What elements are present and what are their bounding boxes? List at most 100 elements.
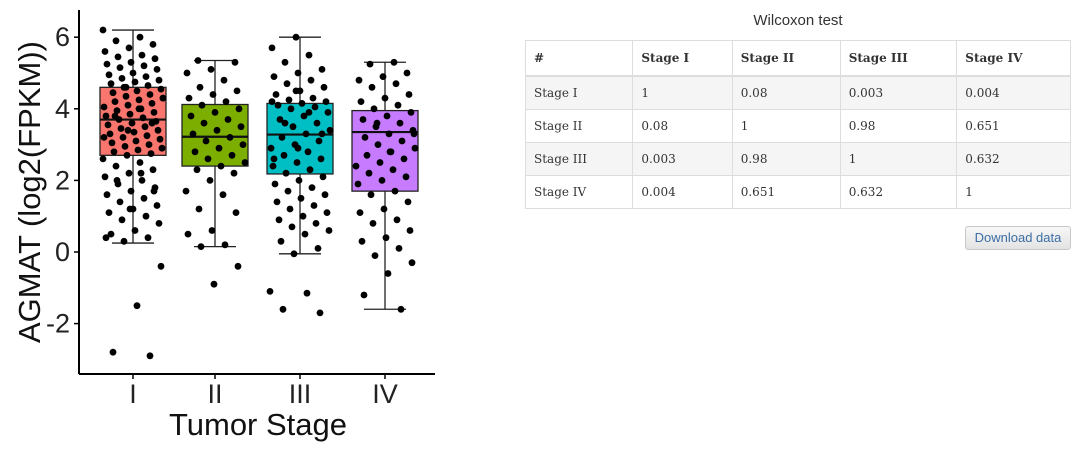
data-point	[221, 241, 229, 249]
data-point	[274, 101, 282, 109]
data-point	[113, 107, 121, 114]
data-point	[313, 119, 321, 127]
table-cell: Stage IV	[524, 175, 634, 209]
table-cell: 0.08	[731, 75, 841, 110]
data-point	[211, 109, 219, 116]
data-point	[157, 85, 165, 93]
download-data-button[interactable]: Download data	[965, 226, 1071, 250]
data-point	[402, 173, 410, 181]
data-point	[136, 33, 144, 41]
data-point	[396, 119, 404, 127]
data-point	[141, 123, 149, 131]
table-cell: 0.004	[632, 175, 733, 209]
data-point	[316, 309, 324, 317]
data-point	[270, 155, 278, 163]
y-axis-title: AGMAT (log2(FPKM))	[12, 41, 47, 343]
data-point	[133, 87, 141, 95]
table-row: Stage IV 0.004 0.651 0.632 1	[524, 175, 1071, 209]
y-tick-label: 2	[55, 165, 70, 195]
data-point	[398, 137, 406, 145]
data-point	[132, 137, 140, 145]
data-point	[400, 155, 408, 163]
data-point	[380, 205, 388, 213]
data-point	[155, 220, 163, 227]
data-point	[155, 76, 163, 84]
data-point	[315, 137, 323, 145]
data-point	[189, 130, 197, 138]
data-point	[99, 155, 107, 163]
data-point	[126, 110, 134, 118]
data-point	[382, 234, 390, 242]
y-tick-label: -2	[46, 309, 70, 339]
data-point	[273, 198, 281, 206]
data-point	[282, 169, 290, 177]
data-point	[304, 148, 312, 156]
data-point	[307, 76, 315, 84]
data-point	[101, 48, 109, 55]
data-point	[150, 187, 158, 195]
data-point	[381, 94, 389, 102]
data-point	[220, 76, 228, 84]
data-point	[376, 159, 384, 166]
data-point	[403, 69, 411, 77]
data-point	[196, 83, 204, 91]
data-point	[140, 62, 148, 70]
data-point	[118, 75, 126, 82]
data-point	[373, 119, 381, 127]
data-point	[281, 58, 289, 66]
data-point	[272, 91, 280, 98]
data-point	[119, 134, 127, 141]
data-point	[318, 130, 326, 138]
data-point	[122, 83, 130, 91]
data-point	[309, 94, 317, 102]
data-point	[287, 105, 295, 113]
data-point	[159, 94, 167, 102]
x-tick-label: IV	[372, 379, 398, 409]
table-cell: 0.651	[956, 109, 1071, 143]
data-point	[195, 205, 203, 213]
data-point	[131, 78, 139, 86]
data-point	[395, 245, 403, 252]
data-point	[198, 101, 206, 109]
table-cell: Stage III	[524, 142, 634, 176]
data-point	[224, 116, 232, 123]
data-point	[268, 98, 276, 105]
data-point	[135, 105, 143, 113]
data-point	[127, 187, 135, 195]
table-cell: Stage I	[524, 75, 634, 110]
data-point	[324, 109, 332, 116]
data-point	[357, 98, 365, 105]
data-point	[103, 191, 111, 199]
data-point	[326, 126, 334, 134]
wilcoxon-table: # Stage I Stage II Stage III Stage IV St…	[524, 40, 1071, 209]
data-point	[406, 227, 414, 234]
data-point	[407, 109, 415, 116]
data-point	[368, 83, 376, 91]
data-point	[230, 169, 238, 177]
data-point	[105, 71, 113, 79]
data-point	[127, 58, 135, 66]
data-point	[138, 177, 146, 184]
x-tick-label: II	[207, 379, 222, 409]
column-header: Stage I	[632, 40, 733, 77]
data-point	[204, 155, 212, 163]
data-point	[110, 148, 118, 156]
data-point	[297, 194, 305, 202]
data-point	[126, 205, 134, 213]
data-point	[237, 123, 245, 131]
data-point	[408, 259, 416, 267]
data-point	[288, 223, 296, 231]
data-point	[140, 194, 148, 202]
data-point	[318, 66, 326, 73]
data-point	[284, 187, 292, 195]
data-point	[384, 270, 392, 277]
data-point	[125, 44, 133, 52]
column-header: Stage III	[839, 40, 958, 77]
data-point	[108, 139, 116, 147]
data-point	[219, 191, 227, 199]
data-point	[133, 302, 141, 310]
table-cell: Stage II	[524, 109, 634, 143]
data-point	[374, 141, 382, 149]
data-point	[276, 116, 284, 123]
table-cell: 0.632	[839, 175, 958, 209]
